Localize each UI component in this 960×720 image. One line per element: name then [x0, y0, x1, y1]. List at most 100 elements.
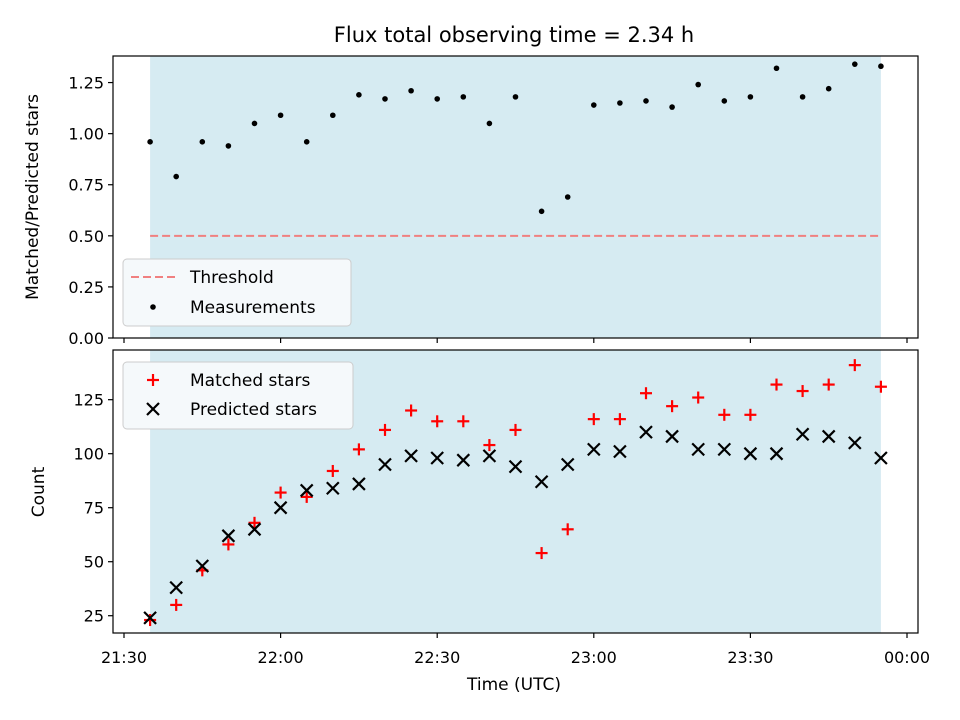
measurement-point — [669, 104, 675, 110]
measurement-point — [408, 87, 414, 94]
measurement-point — [564, 194, 571, 200]
measurement-point — [617, 100, 623, 106]
measurement-point — [225, 143, 232, 149]
predicted-star-point — [221, 529, 236, 543]
bottom-legend: Matched stars Predicted stars — [122, 361, 354, 430]
measurement-point — [825, 85, 832, 92]
predicted-star-point — [743, 446, 758, 461]
predicted-star-point — [404, 449, 418, 463]
matched-star-point — [744, 408, 757, 421]
legend-predicted-swatch — [146, 402, 160, 416]
bottom-ytick-label: 125 — [73, 391, 104, 410]
legend-matched-swatch — [147, 374, 159, 386]
predicted-star-point — [326, 481, 340, 496]
predicted-star-point — [665, 429, 679, 444]
matched-star-point — [822, 378, 835, 391]
measurement-point — [356, 92, 362, 98]
chart-title: Flux total observing time = 2.34 h — [334, 23, 694, 47]
measurement-point — [799, 94, 806, 100]
legend-measurements-swatch — [150, 304, 156, 310]
predicted-star-point — [143, 611, 157, 625]
bottom-ytick-label: 25 — [84, 607, 104, 626]
measurement-point — [434, 96, 441, 102]
measurement-point — [591, 102, 597, 108]
bottom-xtick-label: 22:00 — [258, 648, 304, 667]
legend-matched-label: Matched stars — [190, 371, 310, 391]
measurements-points — [147, 61, 884, 215]
predicted-star-point — [169, 580, 183, 595]
matched-star-point — [300, 490, 313, 503]
predicted-star-point — [587, 442, 601, 457]
matched-star-point — [248, 516, 261, 529]
matched-star-point — [692, 391, 705, 404]
legend-threshold-label: Threshold — [189, 268, 274, 288]
top-ylabel: Matched/Predicted stars — [23, 94, 43, 300]
predicted-star-point — [299, 483, 314, 498]
matched-star-point — [587, 413, 600, 426]
matched-star-point — [352, 443, 365, 456]
top-ytick-label: 0.25 — [68, 278, 104, 297]
predicted-star-point — [795, 427, 810, 442]
bottom-panel: 25 50 75 100 125 21:30 22:00 22:30 23:00 23:30 00… — [29, 349, 930, 695]
matched-star-point — [326, 464, 339, 477]
bottom-ytick-label: 75 — [84, 499, 104, 518]
predicted-star-point — [639, 425, 653, 439]
predicted-star-point — [456, 453, 471, 467]
top-axes-frame — [112, 55, 919, 339]
bottom-ytick-label: 50 — [84, 553, 104, 572]
predicted-star-point — [821, 429, 836, 444]
legend-predicted-label: Predicted stars — [190, 400, 317, 420]
predicted-star-point — [378, 457, 392, 472]
matched-star-point — [274, 486, 287, 499]
measurement-point — [721, 98, 728, 104]
bottom-xtick-label: 21:30 — [101, 648, 147, 667]
predicted-star-point — [691, 442, 705, 457]
bottom-ytick-label: 100 — [73, 445, 104, 464]
measurement-point — [878, 63, 884, 70]
matched-star-point — [483, 439, 496, 452]
measurement-point — [173, 173, 179, 180]
measurement-point — [330, 112, 336, 119]
predicted-stars-points — [143, 425, 888, 625]
measurement-point — [199, 139, 206, 145]
top-ytick-label: 0.00 — [68, 329, 104, 348]
bottom-axes-frame — [112, 349, 919, 634]
bottom-ylabel: Count — [29, 466, 49, 517]
predicted-star-point — [848, 436, 862, 450]
measurement-point — [852, 61, 858, 67]
predicted-star-point — [273, 500, 288, 515]
matched-star-point — [613, 413, 626, 426]
predicted-star-point — [613, 444, 627, 459]
measurement-point — [747, 94, 754, 100]
matched-star-point — [222, 538, 235, 551]
matched-star-point — [718, 408, 731, 421]
matched-star-point — [509, 423, 522, 436]
measurement-point — [643, 98, 649, 104]
measurement-point — [277, 112, 284, 119]
measurement-point — [538, 208, 545, 215]
top-ytick-label: 0.75 — [68, 176, 104, 195]
predicted-star-point — [560, 457, 575, 472]
matched-star-point — [170, 598, 183, 611]
predicted-star-point — [247, 522, 262, 537]
bottom-xtick-label: 23:30 — [727, 648, 773, 667]
measurement-point — [303, 139, 310, 145]
predicted-star-point — [508, 459, 523, 474]
measurement-point — [512, 94, 519, 100]
matched-star-point — [457, 415, 470, 428]
top-panel: 0.00 0.25 0.50 0.75 1.00 1.25 Matched/Predict… — [23, 55, 919, 348]
predicted-star-point — [195, 559, 210, 573]
matched-star-point — [874, 380, 887, 393]
matched-star-point — [431, 415, 444, 428]
matched-star-point — [796, 385, 809, 398]
predicted-star-point — [717, 442, 732, 457]
measurement-point — [382, 96, 388, 102]
predicted-star-point — [482, 449, 497, 463]
measurement-point — [147, 139, 153, 145]
measurement-point — [773, 65, 780, 72]
matched-star-point — [770, 378, 783, 391]
predicted-star-point — [534, 475, 549, 489]
predicted-star-point — [430, 451, 444, 465]
predicted-star-point — [352, 477, 366, 491]
